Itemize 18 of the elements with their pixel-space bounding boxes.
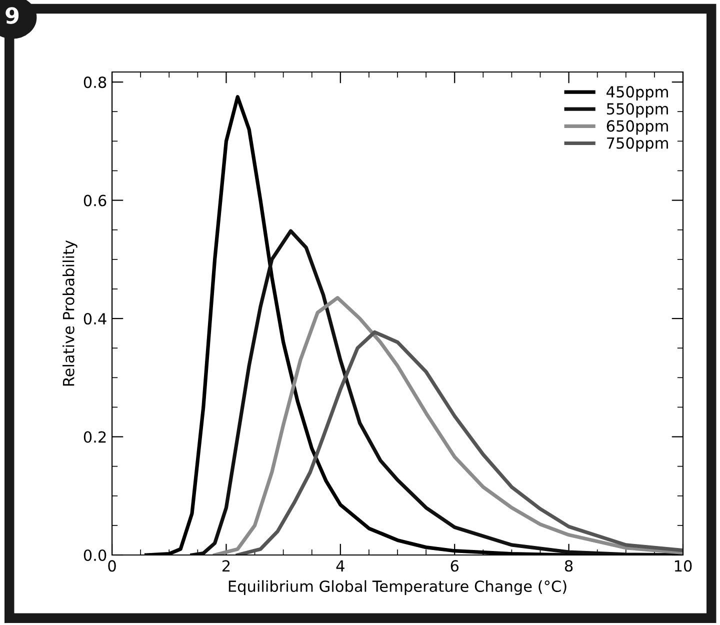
y-tick-label: 0.4 (84, 312, 106, 325)
y-tick-label: 0.0 (84, 549, 106, 562)
x-tick-label: 8 (564, 560, 573, 572)
y-tick-label: 0.2 (84, 431, 106, 443)
text: 9 (6, 7, 19, 24)
x-tick-label: 6 (450, 560, 459, 572)
legend-label: 750ppm (607, 137, 668, 152)
legend-label: 650ppm (606, 120, 668, 135)
y-tick-label: 0.6 (84, 194, 106, 206)
x-tick-label: 10 (674, 560, 692, 572)
x-tick-label: 0 (108, 560, 116, 572)
x-axis-title: Equilibrium Global Temperature Change (°C) (228, 580, 566, 595)
x-tick-label: 4 (336, 560, 344, 572)
y-tick-label: 0.8 (84, 76, 106, 88)
y-axis-title: Relative Probability (62, 240, 78, 386)
legend-label: 450ppm (606, 86, 668, 101)
legend-label: 550ppm (606, 103, 668, 118)
x-tick-label: 2 (222, 560, 230, 572)
